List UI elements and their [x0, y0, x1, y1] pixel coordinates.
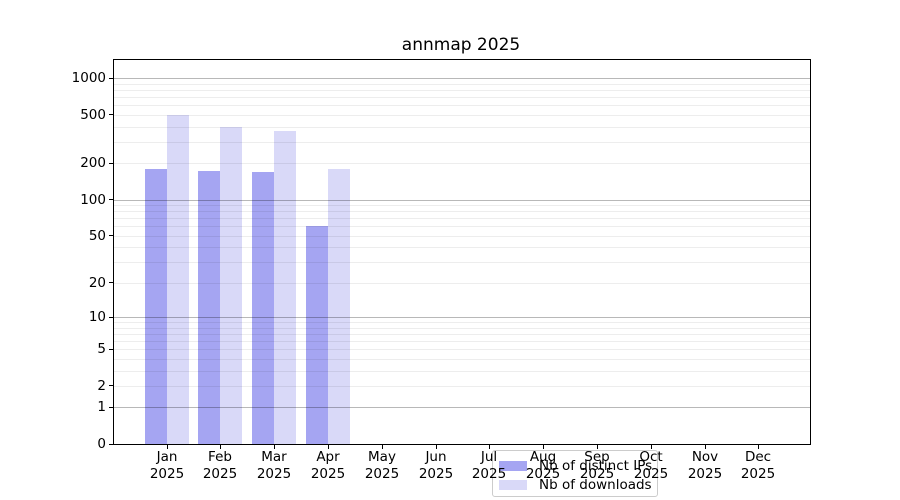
gridline-minor: [114, 142, 810, 143]
x-tick-mark: [382, 445, 383, 449]
y-tick-label: 2: [97, 378, 106, 394]
chart-title: annmap 2025: [401, 35, 521, 55]
x-tick-mark: [597, 445, 598, 449]
y-tick-label: 1: [97, 399, 106, 415]
gridline-minor: [114, 283, 810, 284]
gridline-major: [114, 317, 810, 318]
y-tick-mark: [109, 317, 113, 318]
x-tick-label: Jun 2025: [418, 449, 454, 482]
x-tick-label: Aug 2025: [525, 449, 561, 482]
y-tick-label: 500: [80, 107, 106, 123]
y-tick-label: 20: [88, 275, 106, 291]
gridline-minor: [114, 262, 810, 263]
y-tick-mark: [109, 235, 113, 236]
legend-label-downloads: Nb of downloads: [539, 476, 652, 493]
x-tick-label: Jul 2025: [471, 449, 507, 482]
y-tick-mark: [109, 385, 113, 386]
gridline-minor: [114, 236, 810, 237]
y-tick-label: 1000: [71, 70, 106, 86]
x-tick-label: Apr 2025: [310, 449, 346, 482]
bar-downloads-feb: [220, 127, 242, 444]
gridline-minor: [114, 84, 810, 85]
legend-item-distinct-ips: Nb of distinct IPs: [499, 456, 653, 475]
gridline-minor: [114, 127, 810, 128]
x-tick-label: Oct 2025: [633, 449, 669, 482]
legend-label-distinct-ips: Nb of distinct IPs: [539, 457, 653, 474]
y-tick-mark: [109, 114, 113, 115]
gridline-minor: [114, 247, 810, 248]
gridline-minor: [114, 90, 810, 91]
gridline-minor: [114, 349, 810, 350]
legend-swatch-distinct-ips: [499, 460, 527, 471]
bar-distinct-ips-apr: [306, 226, 328, 444]
bar-distinct-ips-mar: [252, 172, 274, 444]
bar-distinct-ips-jan: [145, 169, 167, 444]
gridline-minor: [114, 359, 810, 360]
y-tick-label: 5: [97, 341, 106, 357]
gridline-minor: [114, 97, 810, 98]
legend-swatch-downloads: [499, 479, 527, 490]
x-tick-mark: [651, 445, 652, 449]
gridline-minor: [114, 211, 810, 212]
bar-downloads-apr: [328, 169, 350, 444]
x-tick-mark: [543, 445, 544, 449]
x-tick-mark: [167, 445, 168, 449]
y-tick-mark: [109, 78, 113, 79]
x-tick-label: May 2025: [364, 449, 400, 482]
gridline-minor: [114, 341, 810, 342]
gridline-minor: [114, 226, 810, 227]
y-tick-mark: [109, 444, 113, 445]
gridline-minor: [114, 115, 810, 116]
gridline-minor: [114, 105, 810, 106]
gridline-minor: [114, 322, 810, 323]
x-tick-mark: [436, 445, 437, 449]
y-tick-mark: [109, 199, 113, 200]
y-tick-label: 0: [97, 436, 106, 452]
y-tick-mark: [109, 282, 113, 283]
bar-downloads-jan: [167, 115, 189, 444]
y-tick-label: 200: [80, 155, 106, 171]
x-tick-mark: [220, 445, 221, 449]
y-tick-label: 50: [88, 228, 106, 244]
plot-area: Nb of distinct IPs Nb of downloads: [113, 59, 811, 497]
gridline-minor: [114, 371, 810, 372]
legend: Nb of distinct IPs Nb of downloads: [492, 450, 658, 497]
legend-item-downloads: Nb of downloads: [499, 475, 652, 494]
gridline-minor: [114, 218, 810, 219]
x-tick-mark: [489, 445, 490, 449]
gridline-minor: [114, 386, 810, 387]
gridline-major: [114, 200, 810, 201]
x-tick-label: Feb 2025: [202, 449, 238, 482]
gridline-major: [114, 407, 810, 408]
x-tick-label: Nov 2025: [687, 449, 723, 482]
x-tick-label: Mar 2025: [256, 449, 292, 482]
bar-downloads-mar: [274, 131, 296, 444]
bar-distinct-ips-feb: [198, 171, 220, 444]
y-tick-label: 100: [80, 192, 106, 208]
x-tick-label: Jan 2025: [149, 449, 185, 482]
y-tick-mark: [109, 407, 113, 408]
grid-layer: [114, 60, 810, 444]
gridline-minor: [114, 334, 810, 335]
gridline-major: [114, 78, 810, 79]
y-tick-mark: [109, 163, 113, 164]
gridline-minor: [114, 205, 810, 206]
x-tick-mark: [705, 445, 706, 449]
x-tick-label: Sep 2025: [579, 449, 615, 482]
x-tick-mark: [274, 445, 275, 449]
x-tick-mark: [758, 445, 759, 449]
x-tick-label: Dec 2025: [740, 449, 776, 482]
bars-layer: [114, 60, 810, 444]
x-tick-mark: [328, 445, 329, 449]
gridline-minor: [114, 328, 810, 329]
y-tick-mark: [109, 349, 113, 350]
y-tick-label: 10: [88, 309, 106, 325]
gridline-minor: [114, 163, 810, 164]
